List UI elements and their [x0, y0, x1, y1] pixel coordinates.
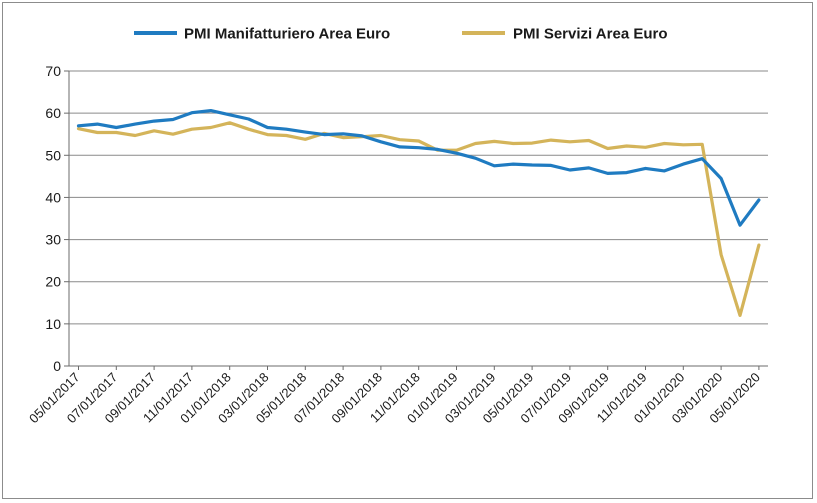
series-lines: [76, 108, 761, 317]
series-line-2: [76, 121, 761, 317]
y-tick-label: 0: [53, 358, 61, 374]
legend-label: PMI Servizi Area Euro: [513, 26, 668, 43]
legend: PMI Manifatturiero Area Euro PMI Servizi …: [134, 26, 668, 43]
legend-label: PMI Manifatturiero Area Euro: [184, 26, 390, 43]
y-tick-label: 40: [45, 189, 61, 205]
gridlines: [69, 70, 768, 325]
y-tick-label: 10: [45, 316, 61, 332]
y-tick-label: 70: [45, 63, 61, 79]
axes: [68, 71, 768, 367]
y-tick-label: 60: [45, 105, 61, 121]
y-axis-ticks: 0 10 20 30 40 50 60 70: [45, 63, 69, 374]
x-axis-ticks: 05/01/201707/01/201709/01/201711/01/2017…: [26, 366, 763, 426]
y-tick-label: 20: [45, 274, 61, 290]
y-tick-label: 30: [45, 232, 61, 248]
series-line-1: [76, 108, 761, 227]
y-tick-label: 50: [45, 147, 61, 163]
